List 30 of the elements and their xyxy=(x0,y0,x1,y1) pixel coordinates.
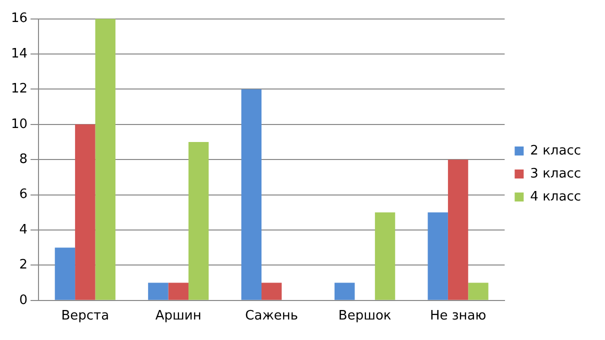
x-tick-label: Верста xyxy=(61,308,110,324)
x-tick-label: Аршин xyxy=(155,308,202,324)
legend-label: 3 класс xyxy=(530,166,581,182)
y-tick-label: 10 xyxy=(10,116,28,132)
bar xyxy=(468,282,488,300)
y-tick-label: 8 xyxy=(19,152,28,167)
bar xyxy=(448,160,468,300)
y-tick-label: 2 xyxy=(19,258,28,273)
bar xyxy=(262,282,282,300)
bar xyxy=(334,282,355,300)
bar xyxy=(188,142,209,300)
bar xyxy=(241,89,262,300)
y-tick-label: 6 xyxy=(19,187,28,202)
bar xyxy=(75,124,96,300)
y-tick-label: 4 xyxy=(19,222,28,238)
bar xyxy=(54,248,76,300)
y-tick-label: 16 xyxy=(10,11,28,26)
bar xyxy=(148,282,168,300)
bar xyxy=(428,212,448,300)
y-tick-label: 0 xyxy=(19,292,28,308)
x-tick-label: Не знаю xyxy=(430,308,486,324)
y-tick-label: 14 xyxy=(10,46,28,62)
legend-label: 4 класс xyxy=(530,189,581,204)
x-tick-label: Вершок xyxy=(338,308,392,324)
bar xyxy=(374,212,396,300)
y-tick-label: 12 xyxy=(10,82,28,97)
bar xyxy=(95,18,116,300)
bar xyxy=(168,282,188,300)
x-tick-label: Сажень xyxy=(245,308,298,324)
legend-label: 2 класс xyxy=(530,143,581,158)
